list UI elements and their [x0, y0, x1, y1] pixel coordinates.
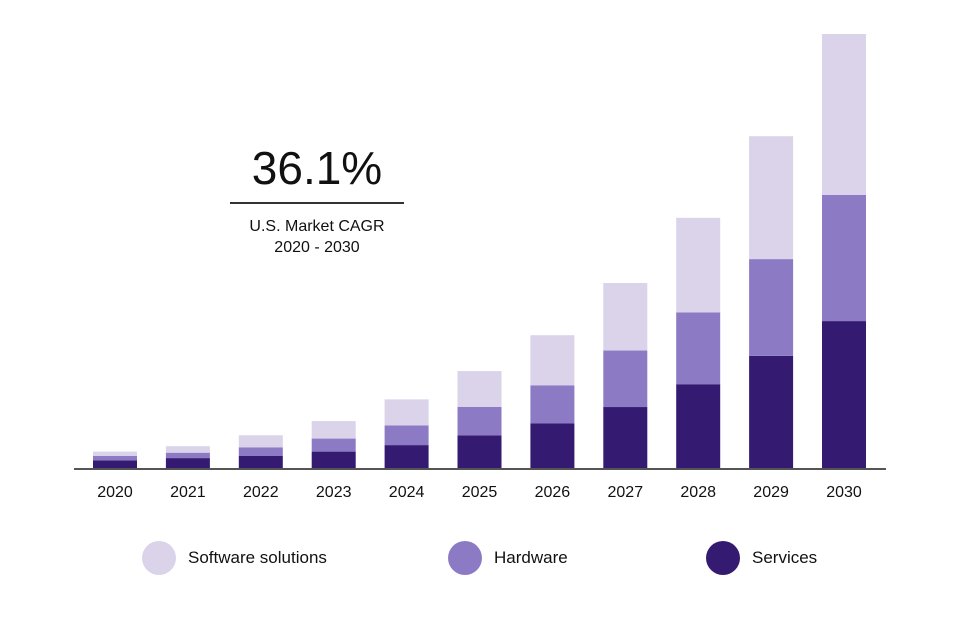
bar-hardware-2030: [822, 194, 866, 321]
legend-label-software: Software solutions: [188, 548, 327, 567]
x-tick-label-2027: 2027: [608, 484, 644, 501]
bar-hardware-2026: [530, 385, 575, 424]
bar-hardware-2020: [93, 455, 137, 461]
bar-hardware-2021: [165, 452, 210, 459]
bar-software-solutions-2030: [822, 34, 866, 195]
bar-software-solutions-2028: [676, 217, 721, 313]
legend: Software solutions Hardware Services: [0, 540, 960, 576]
x-tick-label-2020: 2020: [97, 484, 133, 501]
legend-item-software: Software solutions: [142, 540, 327, 576]
bar-services-2029: [749, 355, 794, 469]
bar-software-solutions-2022: [238, 435, 283, 448]
bars-group: [93, 34, 866, 469]
bar-software-solutions-2021: [165, 446, 210, 453]
bar-software-solutions-2025: [457, 371, 502, 407]
legend-swatch-hardware: [448, 541, 482, 575]
bar-hardware-2029: [749, 259, 794, 356]
bar-hardware-2027: [603, 350, 648, 408]
cagr-annotation: 36.1% U.S. Market CAGR 2020 - 2030: [230, 140, 404, 258]
cagr-divider: [230, 202, 404, 204]
cagr-value: 36.1%: [251, 142, 383, 194]
legend-label-hardware: Hardware: [494, 548, 568, 567]
bar-software-solutions-2023: [311, 421, 356, 439]
cagr-period: 2020 - 2030: [274, 239, 360, 256]
x-tick-label-2026: 2026: [535, 484, 571, 501]
bar-hardware-2022: [238, 447, 283, 456]
bar-services-2021: [165, 458, 210, 469]
x-tick-label-2022: 2022: [243, 484, 279, 501]
x-tick-label-2021: 2021: [170, 484, 206, 501]
bar-software-solutions-2024: [384, 399, 429, 426]
bar-services-2027: [603, 407, 648, 469]
x-tick-label-2030: 2030: [826, 484, 862, 501]
legend-swatch-services: [706, 541, 740, 575]
x-tick-label-2029: 2029: [753, 484, 789, 501]
bar-services-2026: [530, 423, 575, 469]
bar-software-solutions-2026: [530, 335, 575, 386]
bar-services-2022: [238, 455, 283, 469]
x-tick-label-2023: 2023: [316, 484, 352, 501]
bar-services-2030: [822, 321, 866, 469]
x-tick-labels: 2020 2021 2022 2023 2024 2025 2026 2027 2028 2029…: [97, 484, 862, 501]
bar-software-solutions-2029: [749, 136, 794, 260]
cagr-label: U.S. Market CAGR: [249, 218, 385, 235]
bar-services-2020: [93, 460, 137, 469]
bar-services-2024: [384, 445, 429, 469]
bar-hardware-2023: [311, 438, 356, 452]
bar-hardware-2025: [457, 407, 502, 436]
legend-swatch-software: [142, 541, 176, 575]
legend-item-services: Services: [706, 540, 817, 576]
bar-software-solutions-2020: [93, 451, 137, 456]
bar-services-2025: [457, 435, 502, 469]
bar-software-solutions-2027: [603, 283, 648, 351]
x-tick-label-2024: 2024: [389, 484, 425, 501]
bar-hardware-2024: [384, 425, 429, 446]
x-tick-label-2025: 2025: [462, 484, 498, 501]
bar-services-2023: [311, 451, 356, 469]
legend-label-services: Services: [752, 548, 818, 567]
x-tick-label-2028: 2028: [680, 484, 716, 501]
bar-services-2028: [676, 384, 721, 469]
legend-item-hardware: Hardware: [448, 540, 568, 576]
bar-hardware-2028: [676, 312, 721, 385]
